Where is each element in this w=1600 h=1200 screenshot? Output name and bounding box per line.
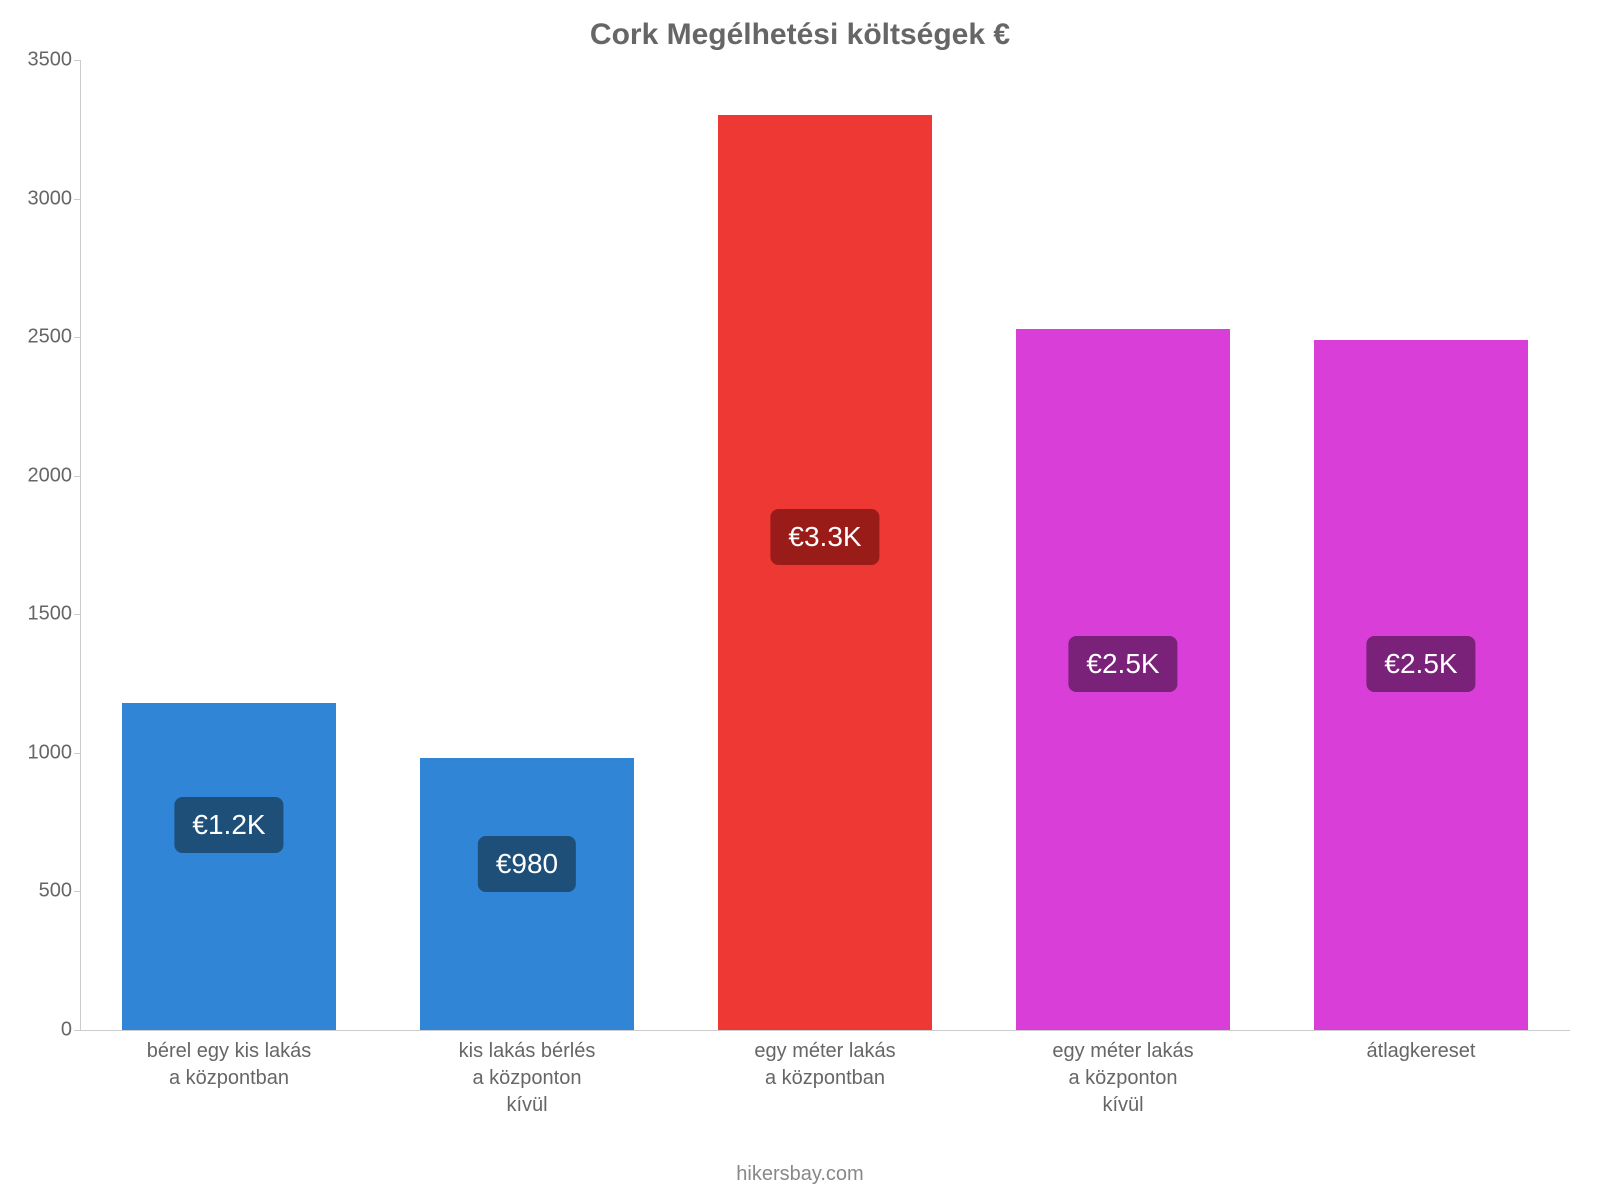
x-tick-label-line: bérel egy kis lakás [80,1038,378,1065]
bar-slot: €980 [420,60,635,1030]
bar [122,703,337,1030]
x-tick-label: bérel egy kis lakása központban [80,1038,378,1092]
x-tick-label-line: egy méter lakás [974,1038,1272,1065]
plot-area: €1.2K €980 €3.3K €2.5K €2.5K [80,60,1570,1030]
x-tick-label-line: a központban [80,1065,378,1092]
y-tick-label: 2500 [28,326,73,349]
x-tick-label-line: kis lakás bérlés [378,1038,676,1065]
value-bubble: €1.2K [174,797,283,853]
x-tick-label: átlagkereset [1272,1038,1570,1065]
y-tick-label: 3500 [28,49,73,72]
chart-title: Cork Megélhetési költségek € [0,18,1600,52]
y-tick-mark [74,1030,80,1031]
bar-slot: €1.2K [122,60,337,1030]
chart-footer: hikersbay.com [0,1163,1600,1186]
bar [420,758,635,1030]
x-tick-label-line: a központon [974,1065,1272,1092]
value-bubble: €2.5K [1366,636,1475,692]
y-tick-label: 0 [61,1019,72,1042]
x-tick-label-line: egy méter lakás [676,1038,974,1065]
x-axis-line [80,1030,1570,1031]
value-bubble: €2.5K [1068,636,1177,692]
x-tick-label-line: kívül [378,1092,676,1119]
y-tick-label: 1000 [28,741,73,764]
x-tick-label: kis lakás bérlésa központonkívül [378,1038,676,1119]
bar-slot: €3.3K [718,60,933,1030]
bar-slot: €2.5K [1314,60,1529,1030]
x-tick-label-line: átlagkereset [1272,1038,1570,1065]
y-tick-label: 2000 [28,464,73,487]
value-bubble: €3.3K [770,509,879,565]
x-tick-label: egy méter lakása központban [676,1038,974,1092]
x-tick-label: egy méter lakása központonkívül [974,1038,1272,1119]
bar [718,115,933,1030]
x-tick-label-line: a központon [378,1065,676,1092]
chart-container: Cork Megélhetési költségek € 0 500 1000 150… [0,0,1600,1200]
bar-slot: €2.5K [1016,60,1231,1030]
y-tick-label: 3000 [28,187,73,210]
y-tick-label: 1500 [28,603,73,626]
y-tick-label: 500 [39,880,72,903]
value-bubble: €980 [478,836,576,892]
x-tick-label-line: kívül [974,1092,1272,1119]
x-tick-label-line: a központban [676,1065,974,1092]
